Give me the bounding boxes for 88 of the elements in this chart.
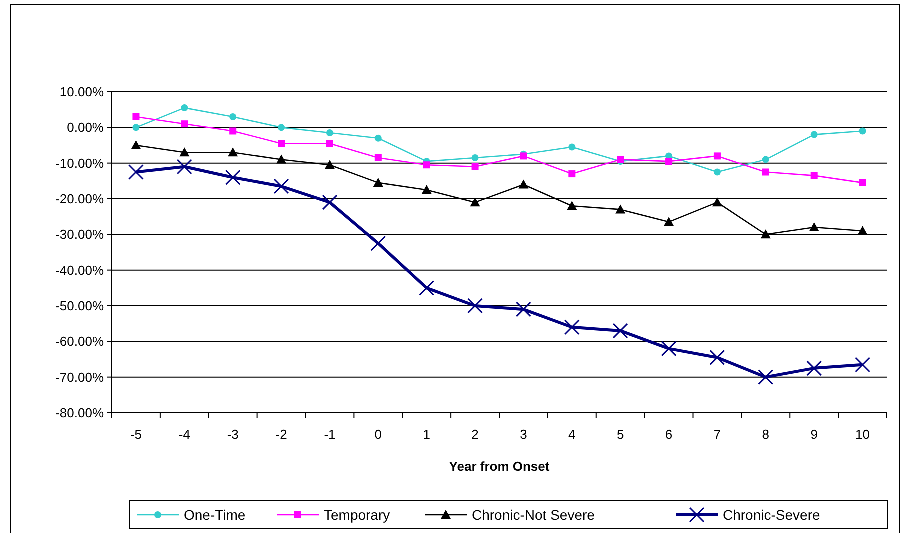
point [810, 131, 818, 138]
point [616, 204, 626, 214]
x-tick-label: -3 [227, 427, 239, 442]
y-tick-label: -60.00% [56, 334, 104, 350]
point [612, 323, 628, 339]
point [131, 140, 142, 150]
point [762, 168, 770, 176]
point [710, 350, 726, 366]
x-tick-label: 3 [520, 427, 528, 442]
point [858, 226, 868, 236]
point [132, 113, 140, 120]
point [322, 194, 338, 210]
point [859, 179, 866, 186]
y-tick-label: 10.00% [60, 84, 104, 100]
point [132, 124, 140, 132]
legend-label: One-Time [184, 506, 246, 523]
x-tick-label: 6 [665, 427, 673, 442]
y-tick-label: -30.00% [56, 227, 104, 242]
point [225, 170, 241, 186]
point [422, 185, 432, 194]
point [374, 134, 382, 142]
point [228, 148, 238, 157]
x-tick-label: 0 [374, 427, 382, 442]
x-tick-label: 5 [616, 427, 624, 442]
x-tick-label: -4 [178, 427, 190, 442]
point [468, 298, 484, 314]
y-tick-label: -80.00% [56, 406, 104, 421]
point [230, 113, 237, 120]
x-tick-label: 10 [856, 427, 870, 442]
point [666, 158, 673, 166]
point [564, 320, 580, 336]
x-tick-label: 2 [472, 427, 479, 442]
point [181, 104, 188, 112]
point [326, 130, 334, 137]
y-tick-label: -10.00% [56, 156, 104, 171]
y-tick-label: -50.00% [56, 298, 104, 314]
point [324, 160, 335, 170]
point [760, 230, 771, 239]
point [423, 162, 430, 169]
point [664, 217, 674, 226]
y-tick-label: -70.00% [56, 370, 104, 385]
point [278, 124, 286, 132]
point [806, 360, 822, 376]
point [326, 140, 334, 148]
point [855, 357, 871, 373]
point [274, 178, 290, 194]
point [374, 154, 382, 162]
x-tick-label: -2 [276, 427, 288, 442]
x-tick-label: 1 [423, 427, 430, 442]
x-tick-label: 9 [810, 427, 818, 442]
point [128, 164, 144, 180]
legend-label: Temporary [324, 506, 390, 523]
point [419, 280, 435, 296]
x-tick-label: -5 [130, 427, 142, 442]
y-tick-label: -40.00% [56, 262, 104, 278]
legend-label: Chronic-Severe [723, 506, 820, 523]
point [518, 180, 529, 189]
point [516, 302, 532, 318]
point [859, 128, 866, 135]
point [181, 120, 188, 128]
point [373, 178, 384, 187]
y-tick-label: 0.00% [67, 120, 104, 136]
y-tick-label: -20.00% [56, 192, 104, 207]
point [758, 370, 774, 386]
point [176, 159, 192, 175]
point [568, 170, 576, 178]
x-tick-label: 4 [568, 427, 576, 442]
point [714, 152, 721, 160]
point [762, 156, 770, 164]
x-tick-label: -1 [324, 427, 336, 442]
point [276, 154, 287, 164]
x-tick-label: 7 [714, 427, 722, 442]
point [712, 198, 722, 207]
point [472, 154, 479, 162]
point [567, 201, 578, 210]
point [714, 168, 721, 176]
point [470, 198, 480, 207]
legend-label: Chronic-Not Severe [472, 506, 596, 523]
point [661, 341, 677, 357]
x-tick-label: 8 [762, 427, 770, 442]
point [809, 222, 820, 232]
x-axis-title: Year from Onset [449, 459, 550, 474]
point [278, 140, 286, 148]
point [472, 163, 479, 170]
point [230, 128, 237, 135]
point [810, 172, 818, 180]
point [180, 148, 190, 157]
point [568, 144, 576, 151]
